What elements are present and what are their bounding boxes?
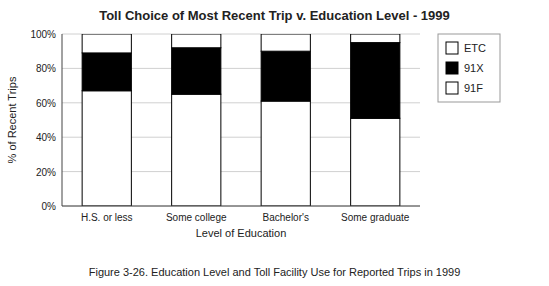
bar-segment xyxy=(82,53,131,91)
legend-label: ETC xyxy=(464,42,486,54)
legend-swatch xyxy=(446,62,458,74)
bar-segment xyxy=(172,34,221,48)
bar-segment xyxy=(261,101,310,206)
bar-segment xyxy=(82,91,131,206)
y-axis-line xyxy=(62,34,63,206)
chart-svg: 0% 20% 40% 60% 80% 100% H.S. or less Some colle… xyxy=(0,0,549,286)
x-axis-line xyxy=(62,206,420,207)
y-tick-label: 20% xyxy=(36,167,56,178)
x-axis-title: Level of Education xyxy=(196,227,287,239)
x-tick-label: Bachelor's xyxy=(263,212,309,223)
legend-label: 91X xyxy=(464,62,484,74)
bar-segment xyxy=(261,34,310,51)
y-axis-title: % of Recent Trips xyxy=(6,76,18,163)
bar-segment xyxy=(351,43,400,119)
y-tick-label: 0% xyxy=(42,201,57,212)
chart-container: 0% 20% 40% 60% 80% 100% H.S. or less Some colle… xyxy=(0,0,549,286)
x-tick-label: H.S. or less xyxy=(81,212,133,223)
chart-title: Toll Choice of Most Recent Trip v. Educa… xyxy=(99,8,450,23)
legend-swatch xyxy=(446,42,458,54)
x-tick-label: Some graduate xyxy=(341,212,410,223)
y-grid xyxy=(62,34,420,206)
bar-segment xyxy=(351,118,400,206)
legend-frame xyxy=(438,34,500,102)
bar-segment xyxy=(351,34,400,43)
bar-segment xyxy=(82,34,131,53)
bar-segment xyxy=(172,94,221,206)
legend-swatch xyxy=(446,82,458,94)
x-tick-label: Some college xyxy=(166,212,227,223)
caption: Figure 3-26. Education Level and Toll Fa… xyxy=(89,266,461,278)
legend: ETC 91X 91F xyxy=(438,34,500,102)
grid-line xyxy=(62,206,420,207)
bar-segment xyxy=(261,51,310,101)
y-tick-label: 40% xyxy=(36,132,56,143)
bar-segment xyxy=(172,48,221,94)
legend-label: 91F xyxy=(464,82,483,94)
y-tick-label: 80% xyxy=(36,63,56,74)
y-tick-label: 60% xyxy=(36,98,56,109)
bars xyxy=(82,34,400,206)
y-tick-label: 100% xyxy=(30,29,56,40)
